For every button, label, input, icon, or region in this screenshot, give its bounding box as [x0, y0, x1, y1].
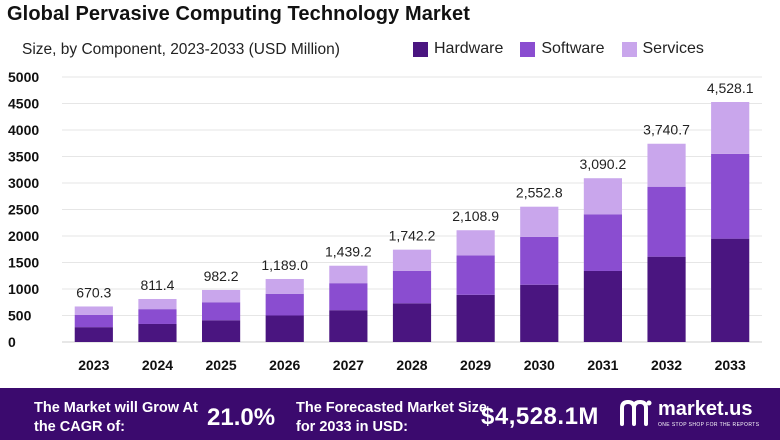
y-tick-label: 1000: [8, 281, 39, 297]
chart-title: Global Pervasive Computing Technology Ma…: [7, 3, 471, 25]
x-tick-label: 2030: [524, 357, 555, 373]
legend-swatch-software: [520, 41, 536, 57]
bar-hardware-2027: [329, 310, 368, 342]
bar-services-2024: [138, 298, 177, 310]
total-label: 2,108.9: [452, 208, 499, 224]
bar-services-2033: [711, 102, 750, 154]
bar-hardware-2025: [202, 320, 241, 342]
bar-hardware-2032: [647, 256, 686, 342]
bar-services-2023: [74, 306, 113, 315]
brand: market.us ONE STOP SHOP FOR THE REPORTS: [620, 398, 759, 428]
bar-hardware-2033: [711, 238, 750, 342]
y-tick-label: 3000: [8, 175, 39, 191]
forecast-caption: The Forecasted Market Size for 2033 in U…: [296, 400, 487, 435]
x-tick-label: 2031: [587, 357, 618, 373]
brand-tagline: ONE STOP SHOP FOR THE REPORTS: [658, 422, 760, 428]
total-label: 982.2: [204, 268, 239, 284]
y-tick-label: 2500: [8, 202, 39, 218]
total-label: 2,552.8: [516, 185, 563, 201]
y-tick-label: 2000: [8, 228, 39, 244]
bar-software-2030: [520, 236, 559, 285]
bar-software-2028: [392, 270, 432, 304]
bar-services-2026: [265, 278, 304, 294]
x-tick-label: 2023: [78, 357, 109, 373]
bar-software-2026: [265, 293, 304, 316]
total-label: 4,528.1: [707, 80, 754, 96]
y-tick-label: 500: [8, 308, 32, 324]
total-label: 3,740.7: [643, 122, 690, 138]
bar-software-2031: [583, 214, 622, 271]
bar-hardware-2029: [456, 294, 495, 342]
bar-hardware-2026: [265, 315, 304, 342]
total-label: 1,439.2: [325, 244, 372, 260]
x-tick-label: 2027: [333, 357, 364, 373]
bar-hardware-2024: [138, 323, 177, 342]
bar-software-2029: [456, 255, 495, 295]
x-tick-label: 2032: [651, 357, 682, 373]
bar-software-2025: [202, 302, 241, 321]
legend-item-hardware: Hardware: [413, 40, 503, 58]
legend-item-services: Services: [621, 40, 704, 58]
y-tick-label: 4000: [8, 122, 39, 138]
market-us-logo-icon: [620, 399, 652, 426]
x-tick-label: 2025: [206, 357, 237, 373]
bar-software-2024: [138, 309, 177, 324]
bar-hardware-2030: [520, 284, 559, 342]
footer-banner: The Market will Grow At the CAGR of: 21.…: [0, 388, 780, 440]
chart-legend: Hardware Software Services: [413, 40, 721, 58]
brand-name: market.us: [658, 398, 753, 420]
bar-hardware-2023: [74, 327, 113, 342]
bar-software-2032: [647, 186, 686, 257]
x-tick-label: 2024: [142, 357, 173, 373]
y-tick-label: 0: [8, 334, 16, 350]
bar-services-2030: [520, 206, 559, 237]
bar-services-2029: [456, 230, 495, 256]
cagr-caption: The Market will Grow At the CAGR of:: [34, 400, 198, 435]
total-label: 670.3: [76, 284, 111, 300]
legend-label-services: Services: [642, 40, 704, 57]
y-tick-label: 5000: [8, 69, 39, 85]
stacked-bar-chart: 0 500 1000 1500 2000 2500 3000 3500 4000 4500 5000…: [8, 69, 762, 373]
bar-hardware-2028: [392, 303, 432, 342]
x-tick-label: 2026: [269, 357, 300, 373]
legend-label-software: Software: [541, 40, 605, 57]
cagr-value: 21.0%: [207, 404, 276, 431]
chart-subtitle: Size, by Component, 2023-2033 (USD Milli…: [22, 41, 340, 58]
x-tick-label: 2029: [460, 357, 491, 373]
brand-text: market.us ONE STOP SHOP FOR THE REPORTS: [658, 398, 759, 428]
legend-swatch-services: [621, 41, 637, 57]
bar-hardware-2031: [583, 270, 622, 342]
total-label: 1,189.0: [261, 257, 308, 273]
forecast-value: $4,528.1M: [481, 403, 599, 430]
bar-software-2027: [329, 283, 368, 311]
total-label: 811.4: [140, 277, 174, 293]
x-tick-label: 2033: [715, 357, 746, 373]
bar-software-2033: [711, 153, 750, 239]
bar-services-2031: [583, 178, 622, 215]
y-tick-label: 3500: [8, 149, 39, 165]
total-label: 1,742.2: [389, 228, 436, 244]
bar-services-2028: [392, 249, 432, 271]
bar-services-2027: [329, 265, 368, 284]
total-label: 3,090.2: [580, 156, 627, 172]
y-tick-label: 1500: [8, 255, 39, 271]
bar-services-2025: [202, 289, 241, 303]
bar-software-2023: [74, 314, 113, 328]
legend-label-hardware: Hardware: [434, 40, 504, 57]
legend-swatch-hardware: [413, 41, 428, 57]
y-tick-label: 4500: [8, 96, 39, 112]
legend-item-software: Software: [520, 40, 605, 58]
x-tick-label: 2028: [396, 357, 427, 373]
bar-services-2032: [647, 143, 686, 187]
